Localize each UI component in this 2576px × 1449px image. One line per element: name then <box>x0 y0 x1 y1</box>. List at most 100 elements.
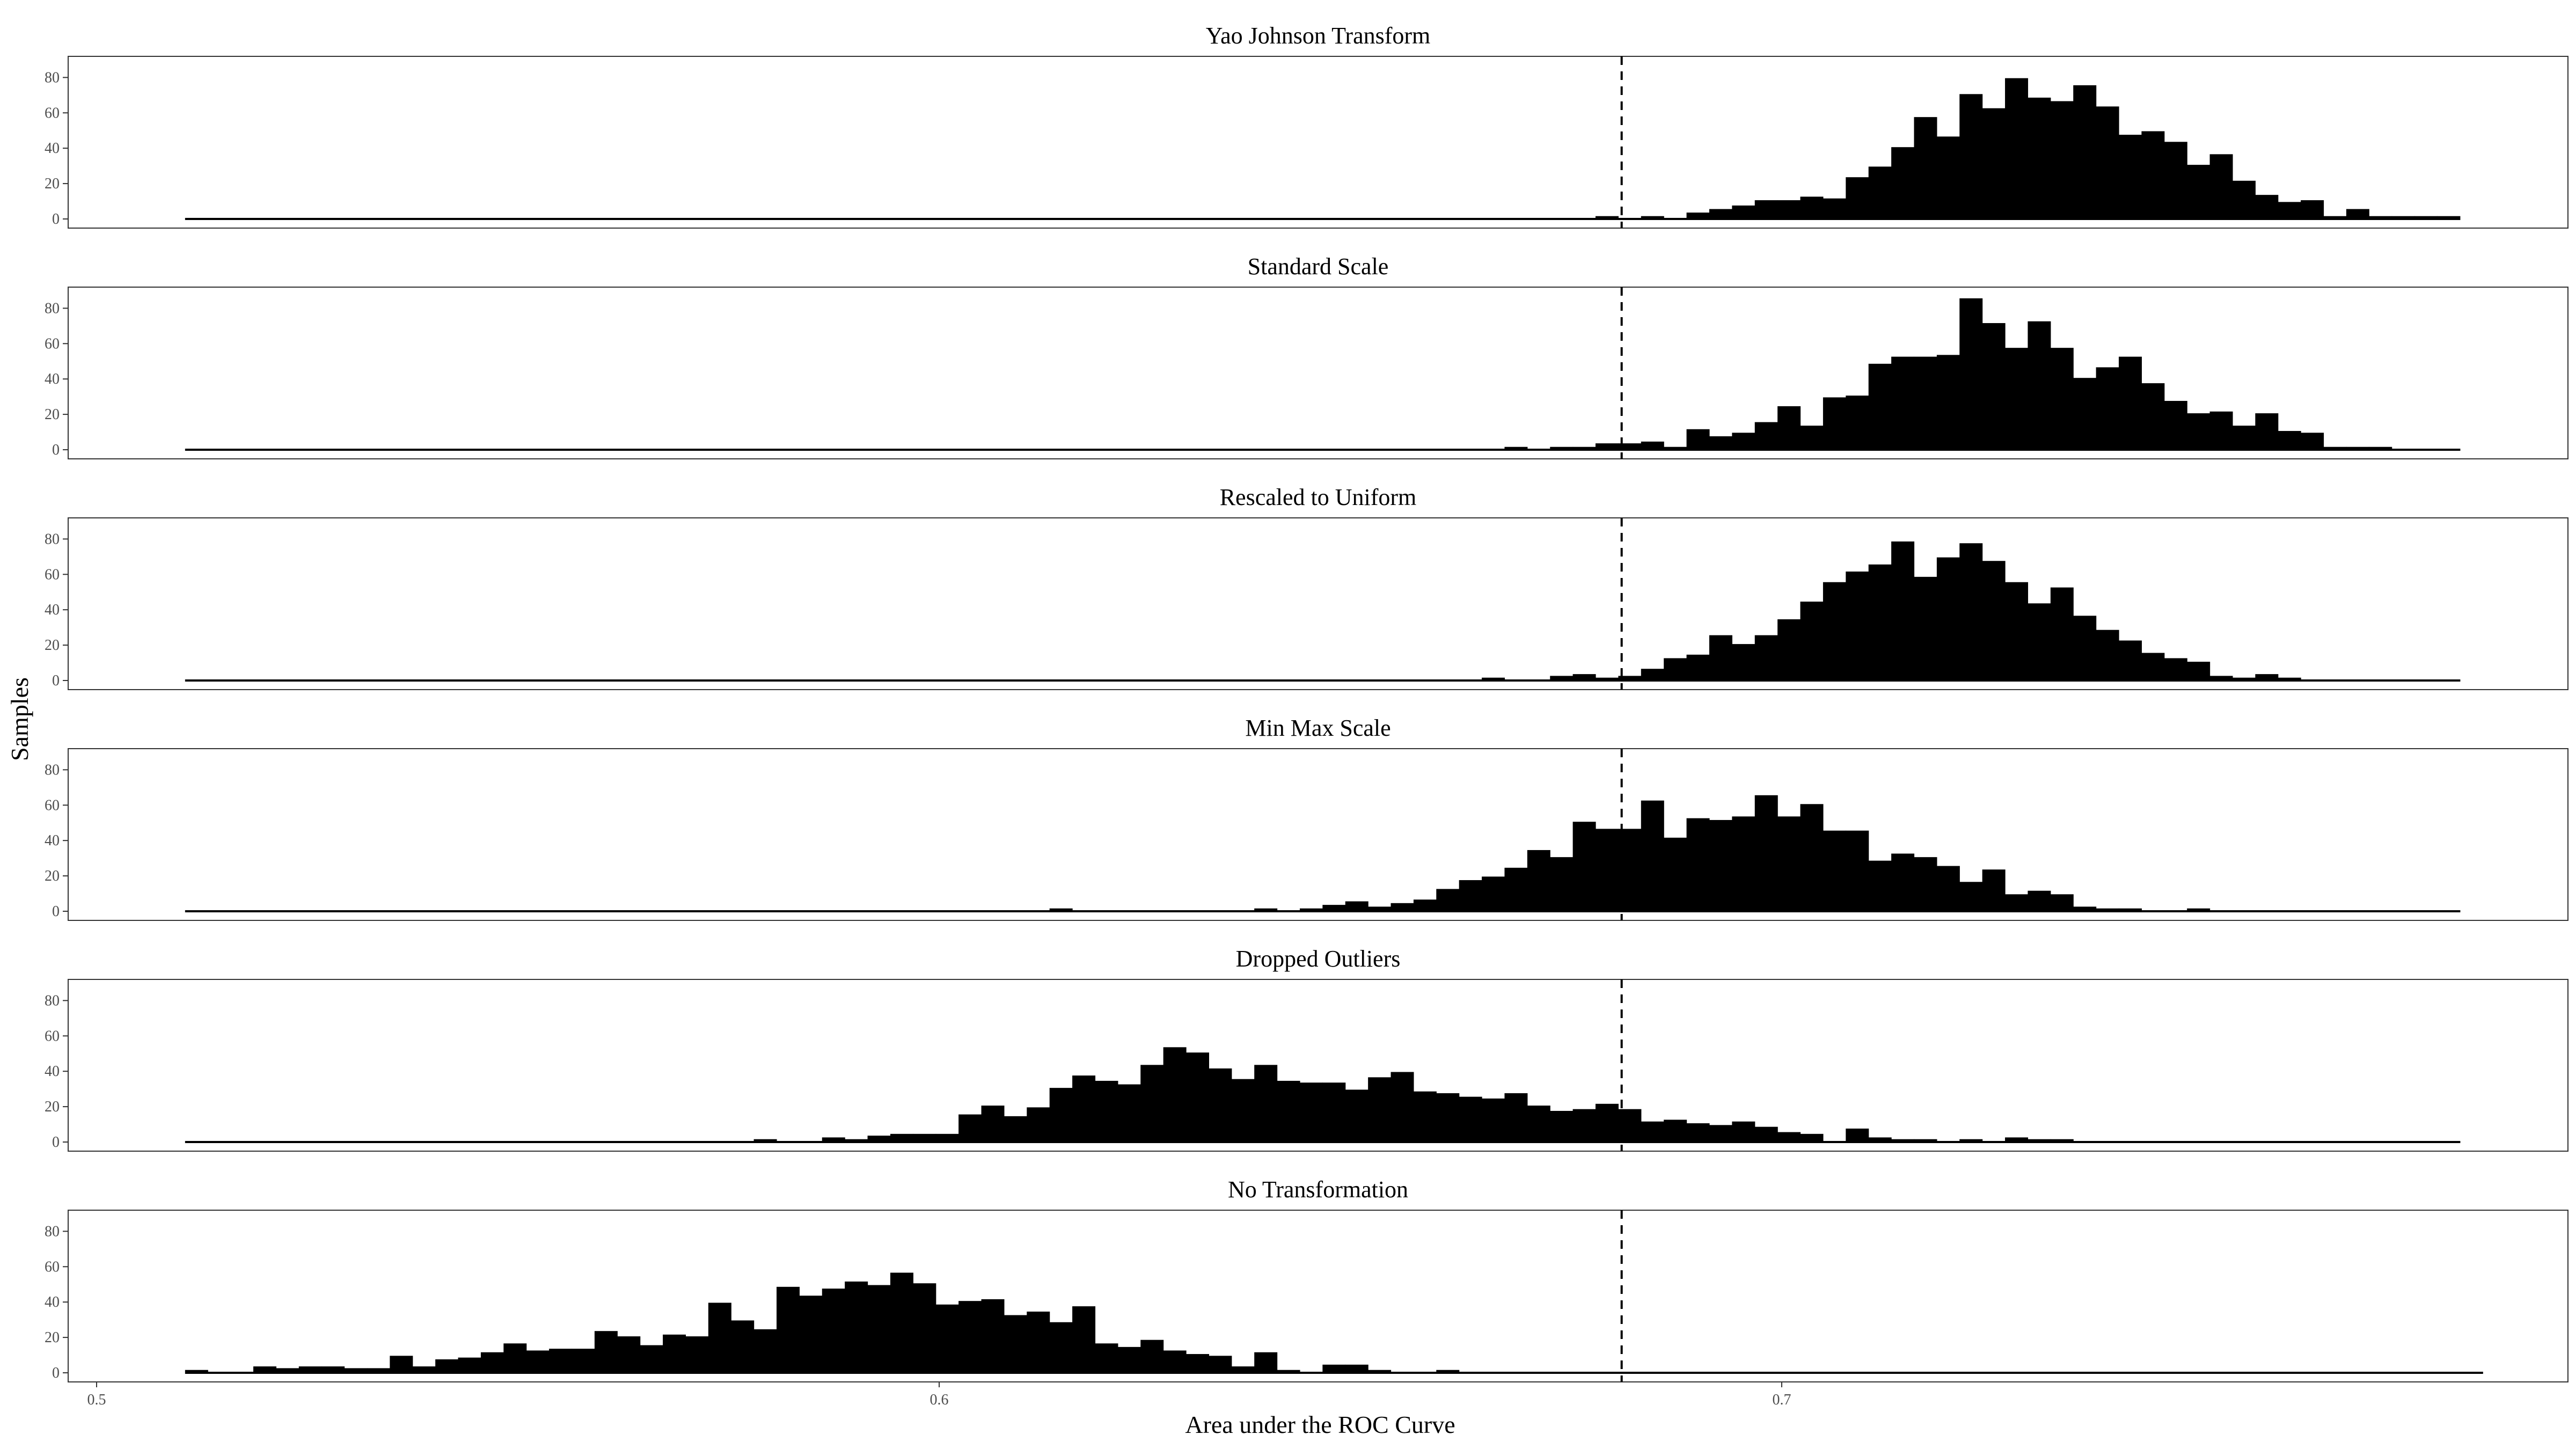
histogram-bar <box>663 218 686 220</box>
histogram-bar <box>1413 1091 1437 1143</box>
histogram-bar <box>1777 816 1801 912</box>
histogram-bar <box>1868 1137 1892 1143</box>
y-tick-label: 60 <box>45 797 60 814</box>
histogram-bar <box>1664 1119 1687 1143</box>
histogram-bar <box>572 218 595 220</box>
histogram-bar <box>1459 880 1482 912</box>
histogram-bar <box>1732 205 1755 220</box>
histogram-bar <box>913 218 936 220</box>
histogram-bar <box>2187 908 2211 912</box>
histogram-bar <box>685 449 709 451</box>
histogram-bar <box>185 218 208 220</box>
histogram-bar <box>480 679 504 682</box>
histogram-bar <box>1140 679 1164 682</box>
histogram-bar <box>1596 677 1619 682</box>
histogram-bar <box>1777 619 1801 682</box>
histogram-bar <box>2278 910 2301 912</box>
histogram-bar <box>1596 829 1619 912</box>
histogram-bar <box>526 1141 550 1143</box>
histogram-bar <box>1072 1306 1096 1374</box>
y-tick-label: 60 <box>45 1258 60 1275</box>
histogram-bar <box>1027 1107 1050 1143</box>
histogram-bar <box>1936 557 1960 682</box>
histogram-bar <box>1504 447 1528 451</box>
histogram-bar <box>1527 1372 1550 1374</box>
histogram-bar <box>1754 200 1778 220</box>
histogram-bar <box>1618 676 1642 682</box>
histogram-bar <box>185 679 208 682</box>
histogram-bar <box>799 1141 823 1143</box>
histogram-bar <box>503 1141 527 1143</box>
histogram-bar <box>867 679 891 682</box>
histogram-bar <box>1072 218 1096 220</box>
y-tick-label: 0 <box>52 672 60 689</box>
histogram-bar <box>549 1141 573 1143</box>
histogram-bar <box>1846 571 1869 682</box>
histogram-bar <box>1004 910 1027 912</box>
histogram-bar <box>1914 576 1937 682</box>
histogram-bar <box>208 679 231 682</box>
panel: Rescaled to Uniform 0 20 40 60 80 <box>45 484 2568 690</box>
histogram-bar <box>913 1283 936 1374</box>
histogram-bar <box>1686 1372 1710 1374</box>
y-tick-label: 80 <box>45 992 60 1009</box>
histogram-bar <box>958 1301 982 1374</box>
histogram-bar <box>2323 216 2347 220</box>
histogram-bar <box>2301 679 2324 682</box>
histogram-bar <box>2096 908 2119 912</box>
histogram-bar <box>503 679 527 682</box>
histogram-bar <box>344 1368 368 1374</box>
histogram-bar <box>2414 216 2438 220</box>
histogram-bar <box>1004 218 1027 220</box>
histogram-bar <box>1049 1322 1073 1374</box>
histogram-bar <box>1914 1139 1937 1143</box>
histogram-bar <box>435 1141 459 1143</box>
histogram-bar <box>1209 679 1232 682</box>
histogram-bar <box>367 1141 390 1143</box>
histogram-bar <box>1846 177 1869 220</box>
histogram-bar <box>230 679 254 682</box>
histogram-bar <box>913 679 936 682</box>
histogram-bar <box>2141 653 2165 682</box>
histogram-bar <box>412 218 436 220</box>
y-tick-label: 60 <box>45 1028 60 1044</box>
histogram-bar <box>458 1141 481 1143</box>
histogram-bar <box>731 449 755 451</box>
histogram-bar <box>2050 348 2074 451</box>
histogram-bar <box>298 1141 322 1143</box>
histogram-bar <box>1345 1089 1368 1143</box>
histogram-bar <box>2369 1141 2392 1143</box>
histogram-bar <box>230 218 254 220</box>
histogram-bar <box>1868 1372 1892 1374</box>
histogram-bar <box>958 218 982 220</box>
histogram-bar <box>2414 679 2438 682</box>
histogram-bar <box>1527 1106 1550 1143</box>
panel-frame <box>68 517 2568 690</box>
histogram-bar <box>458 218 481 220</box>
histogram-bar <box>1823 582 1846 682</box>
y-tick-label: 0 <box>52 903 60 920</box>
histogram-bar <box>1959 882 1983 912</box>
histogram-bar <box>1368 1077 1392 1143</box>
histogram-bar <box>435 449 459 451</box>
histogram-bar <box>321 1366 345 1374</box>
histogram-bar <box>1004 449 1027 451</box>
histogram-bar <box>685 910 709 912</box>
histogram-bar <box>708 679 731 682</box>
histogram-bar <box>2232 1141 2256 1143</box>
histogram-bar <box>845 679 868 682</box>
histogram-bar <box>480 1141 504 1143</box>
histogram-bar <box>276 910 299 912</box>
histogram-bar <box>1641 800 1664 912</box>
histogram-bar <box>1117 910 1141 912</box>
histogram-bar <box>2437 1372 2461 1374</box>
histogram-bar <box>1459 1372 1482 1374</box>
histogram-bar <box>867 1136 891 1143</box>
histogram-bar <box>1686 213 1710 220</box>
histogram-bar <box>480 218 504 220</box>
histogram-bar <box>1277 1080 1300 1143</box>
histogram-bar <box>253 1141 277 1143</box>
histogram-bar <box>1140 1340 1164 1374</box>
histogram-bar <box>2164 658 2187 682</box>
histogram-bar <box>1641 669 1664 682</box>
